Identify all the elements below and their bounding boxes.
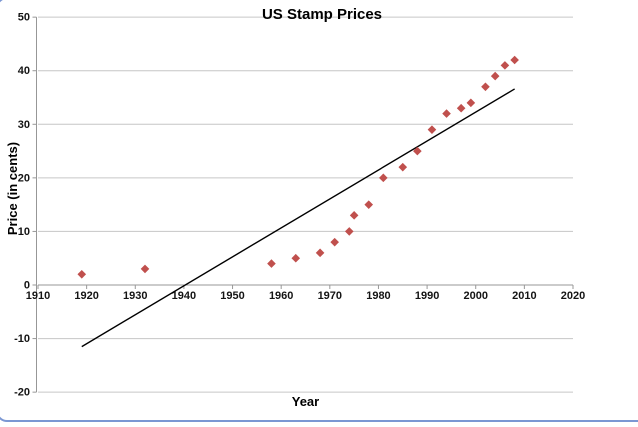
- data-point: [77, 269, 87, 279]
- x-tick-label: 1990: [415, 290, 439, 302]
- x-tick-label: 2000: [463, 290, 487, 302]
- x-tick-label: 2010: [512, 290, 536, 302]
- x-tick-label: 1920: [74, 290, 98, 302]
- y-tick-label: 20: [18, 172, 30, 184]
- y-tick-label: 40: [18, 65, 30, 77]
- data-point: [140, 264, 150, 274]
- data-point: [315, 248, 325, 258]
- y-tick-label: -10: [14, 333, 30, 345]
- chart-title: US Stamp Prices: [261, 6, 383, 23]
- y-tick-label: 30: [18, 119, 30, 131]
- x-tick-label: 1960: [269, 290, 293, 302]
- x-tick-label: 2020: [561, 290, 585, 302]
- x-tick-label: 1930: [123, 290, 147, 302]
- x-tick-label: 1950: [220, 290, 244, 302]
- data-point: [398, 162, 408, 172]
- data-point: [466, 98, 476, 108]
- data-point: [442, 109, 451, 118]
- data-point: [379, 173, 388, 183]
- x-axis-title: Year: [291, 394, 320, 409]
- y-tick-label: 50: [18, 12, 30, 24]
- data-point: [364, 200, 374, 209]
- data-point: [291, 253, 301, 263]
- data-point: [349, 211, 359, 220]
- data-point: [413, 146, 422, 156]
- y-tick-label: 10: [18, 226, 30, 238]
- data-point: [267, 259, 276, 268]
- y-axis-title: Price (in cents): [5, 141, 20, 236]
- data-point: [330, 237, 339, 247]
- x-tick-label: 1910: [26, 290, 50, 302]
- data-point: [490, 71, 500, 81]
- data-point: [344, 227, 354, 236]
- data-point: [481, 82, 490, 92]
- trend-line: [81, 88, 515, 348]
- y-tick-label: 0: [24, 280, 30, 292]
- x-tick-label: 1940: [172, 290, 196, 302]
- data-point: [510, 55, 519, 65]
- data-point: [500, 61, 510, 70]
- x-tick-label: 1970: [318, 290, 342, 302]
- x-tick-label: 1980: [366, 290, 390, 302]
- y-tick-label: -20: [14, 387, 30, 399]
- data-point: [427, 125, 437, 134]
- data-point: [456, 103, 466, 113]
